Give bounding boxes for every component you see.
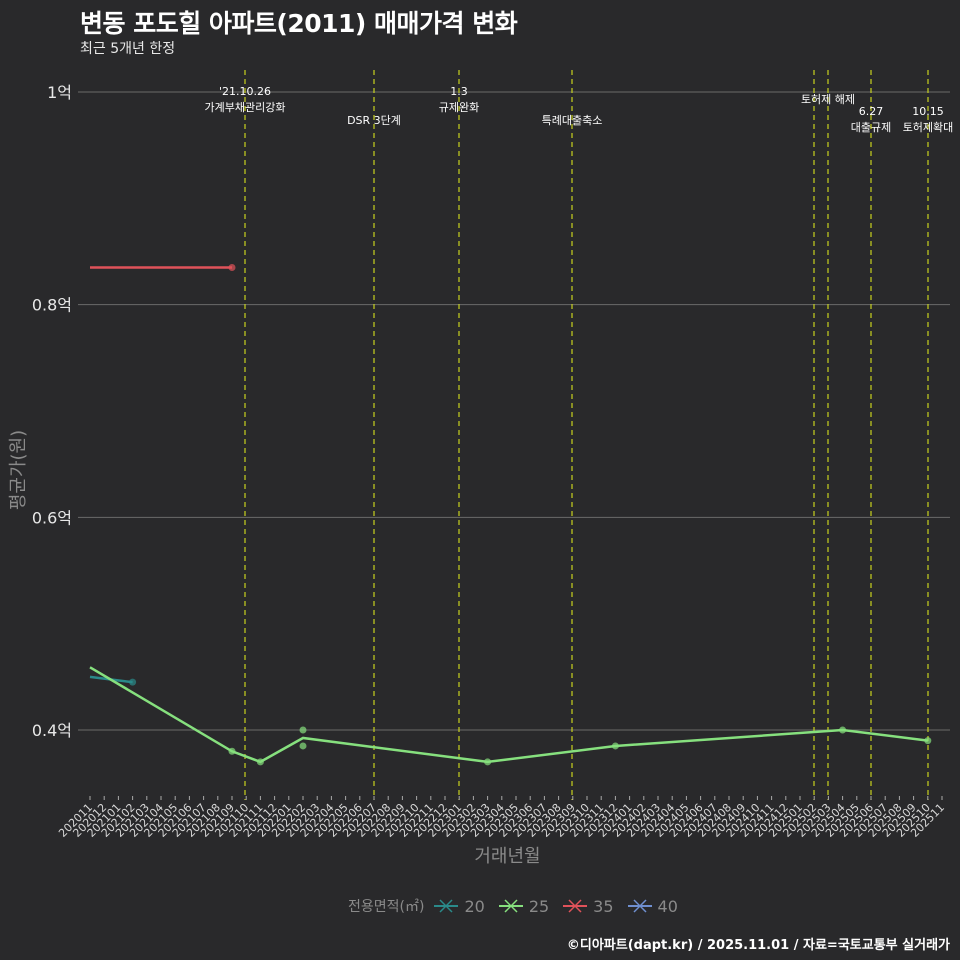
legend-item-40: 40 [627,896,682,916]
data-point [924,737,932,745]
legend-item-25: 25 [498,896,553,916]
data-point [611,742,619,750]
x-axis-label: 거래년월 [474,846,541,867]
legend-key-icon [563,899,588,913]
legend-label: 40 [657,896,678,916]
data-point [228,263,236,271]
policy-annotation: 10.15 [912,105,944,118]
data-point [299,742,307,750]
policy-annotation: 가계부채관리강화 [205,101,286,114]
y-tick-label: 0.8억 [32,296,72,315]
legend-title: 전용면적(㎡) [348,899,425,915]
policy-annotation: DSR 3단계 [347,114,401,127]
data-point [484,758,492,766]
data-point [299,726,307,734]
data-point [839,726,847,734]
legend-label: 35 [593,896,614,916]
legend: 전용면적(㎡) 20 25 35 40 [348,896,692,916]
policy-annotation: 6.27 [859,105,884,118]
policy-annotation: 대출규제 [851,121,891,134]
source-footer: ©디아파트(dapt.kr) / 2025.11.01 / 자료=국토교통부 실… [566,938,950,953]
legend-item-35: 35 [563,897,617,916]
y-tick-label: 0.4억 [32,721,72,740]
policy-annotation: 특례대출축소 [542,114,603,127]
y-tick-label: 0.6억 [32,508,72,527]
data-point [129,678,137,686]
policy-annotation: 토허제 해제 [801,92,855,106]
legend-key-icon [627,899,652,913]
legend-key-icon [434,899,459,913]
y-axis-ticks: 1억 0.8억 0.6억 0.4억 [32,83,72,740]
chart-title: 변동 포도힐 아파트(2011) 매매가격 변화 [80,9,518,38]
y-tick-label: 1억 [47,83,72,102]
y-axis-label: 평균가(원) [8,429,29,511]
policy-lines [244,70,929,800]
data-point [256,758,264,766]
legend-key-icon [498,899,523,913]
legend-label: 20 [464,896,485,916]
policy-annotation: '21.10.26 [219,85,271,98]
gridlines [78,91,950,731]
policy-annotation: 1.3 [450,85,468,98]
policy-annotation: 규제완화 [439,101,479,114]
data-series [89,263,932,766]
legend-item-20: 20 [434,897,488,916]
x-axis-ticks: 2020112020122021012021022021032021042021… [56,796,947,840]
series-line-25 [89,666,928,764]
legend-label: 25 [528,896,550,916]
policy-annotation: 토허제확대 [903,121,954,134]
data-point [228,747,236,755]
chart-subtitle: 최근 5개년 한정 [80,41,176,57]
